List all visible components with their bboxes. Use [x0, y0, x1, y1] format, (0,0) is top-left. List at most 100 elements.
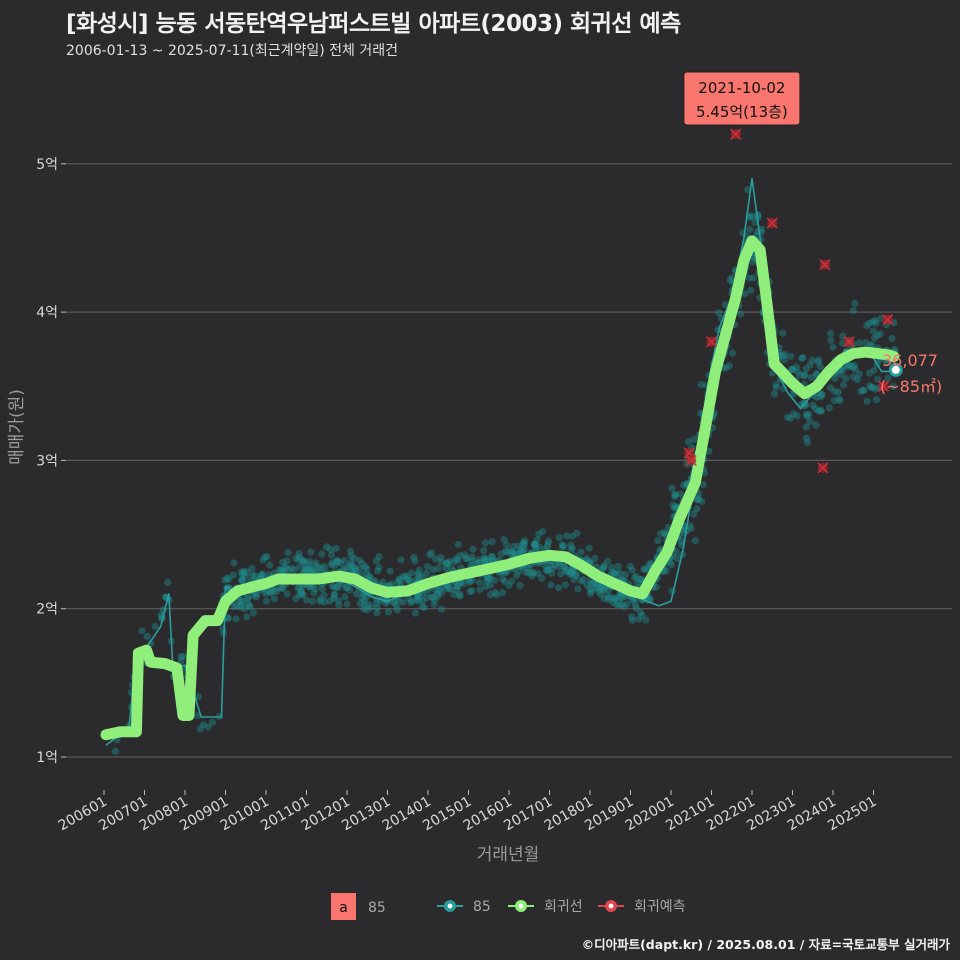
scatter-point: [866, 341, 874, 349]
scatter-point: [803, 412, 811, 420]
scatter-point: [628, 616, 637, 624]
x-axis-label: 거래년월: [477, 845, 540, 865]
scatter-point: [296, 553, 304, 562]
scatter-point: [451, 558, 459, 566]
scatter-point: [434, 564, 442, 573]
scatter-point: [434, 592, 442, 600]
scatter-point: [748, 212, 756, 220]
scatter-point: [802, 410, 810, 418]
scatter-point: [352, 566, 360, 574]
scatter-point: [462, 554, 470, 563]
scatter-point: [579, 576, 587, 584]
forecast-cross: [685, 454, 697, 466]
scatter-point: [531, 540, 539, 548]
scatter-point: [403, 576, 411, 584]
scatter-point: [570, 576, 578, 584]
scatter-point: [540, 560, 549, 569]
scatter-point: [558, 541, 567, 549]
legend-item-label: 회귀예측: [634, 899, 686, 915]
scatter-point: [469, 545, 477, 553]
scatter-point: [616, 569, 624, 577]
scatter-point: [303, 565, 311, 573]
scatter-point: [491, 588, 499, 597]
scatter-point: [849, 373, 857, 381]
scatter-point: [595, 587, 603, 595]
scatter-point: [323, 543, 331, 551]
scatter-point: [812, 421, 820, 429]
scatter-point: [784, 413, 792, 421]
scatter-point: [266, 561, 274, 569]
scatter-point: [244, 568, 252, 576]
scatter-point: [600, 562, 608, 570]
scatter-point: [521, 540, 529, 548]
scatter-point: [749, 274, 758, 282]
x-axis: 2006012007012008012009012010012011012012…: [56, 790, 880, 834]
scatter-point: [481, 583, 489, 591]
scatter-point: [510, 542, 518, 550]
scatter-point: [888, 335, 896, 343]
scatter-point: [604, 557, 612, 565]
scatter-point: [240, 567, 248, 575]
scatter-point: [238, 597, 246, 605]
legend-fill-key: [331, 893, 356, 920]
scatter-point: [849, 307, 858, 315]
scatter-point: [567, 546, 575, 554]
scatter-point: [662, 567, 670, 575]
scatter-point: [395, 576, 404, 585]
regression-line: [100, 235, 900, 741]
scatter-point: [585, 544, 593, 552]
scatter-point: [538, 574, 546, 583]
scatter-point: [577, 577, 585, 585]
scatter-point: [344, 562, 352, 570]
scatter-point: [311, 561, 319, 569]
scatter-point: [335, 601, 343, 609]
scatter-point: [196, 725, 204, 733]
scatter-point: [845, 362, 853, 371]
scatter-point: [360, 601, 368, 609]
scatter-point: [535, 543, 543, 551]
scatter-point: [356, 599, 364, 608]
annotation-box: [683, 71, 801, 126]
scatter-point: [606, 593, 614, 602]
scatter-point: [320, 562, 328, 571]
scatter-point: [486, 581, 494, 589]
scatter-point: [638, 612, 646, 620]
scatter-point: [806, 361, 814, 369]
scatter-point: [617, 594, 626, 602]
scatter-point: [801, 371, 809, 379]
scatter-point: [276, 584, 284, 592]
scatter-point: [295, 563, 303, 571]
scatter-point: [870, 366, 878, 374]
legend-marker-dot: [608, 903, 614, 909]
scatter-point: [373, 609, 381, 617]
scatter-point: [837, 370, 845, 378]
scatter-point: [636, 608, 645, 617]
forecast-points: [683, 128, 894, 474]
scatter-point: [334, 583, 342, 591]
scatter-point: [405, 576, 413, 584]
scatter-point: [551, 561, 559, 569]
scatter-point: [243, 613, 251, 621]
scatter-point: [555, 584, 563, 592]
scatter-point: [600, 594, 608, 603]
scatter-point: [468, 553, 476, 561]
scatter-point: [356, 556, 364, 565]
scatter-point: [600, 563, 608, 571]
scatter-point: [393, 578, 402, 586]
scatter-point: [257, 571, 265, 580]
scatter-point: [474, 559, 482, 567]
forecast-cross: [730, 128, 742, 140]
scatter-point: [466, 578, 474, 586]
scatter-point: [238, 576, 246, 585]
scatter-point: [320, 598, 329, 606]
scatter-point: [497, 550, 505, 558]
scatter-point: [605, 595, 613, 604]
scatter-point: [395, 575, 403, 583]
scatter-point: [450, 590, 458, 599]
scatter-point: [671, 490, 679, 498]
scatter-point: [613, 601, 621, 609]
series-85-path: [105, 177, 894, 746]
scatter-point: [279, 558, 287, 566]
scatter-point: [480, 557, 489, 565]
scatter-point: [697, 381, 705, 389]
